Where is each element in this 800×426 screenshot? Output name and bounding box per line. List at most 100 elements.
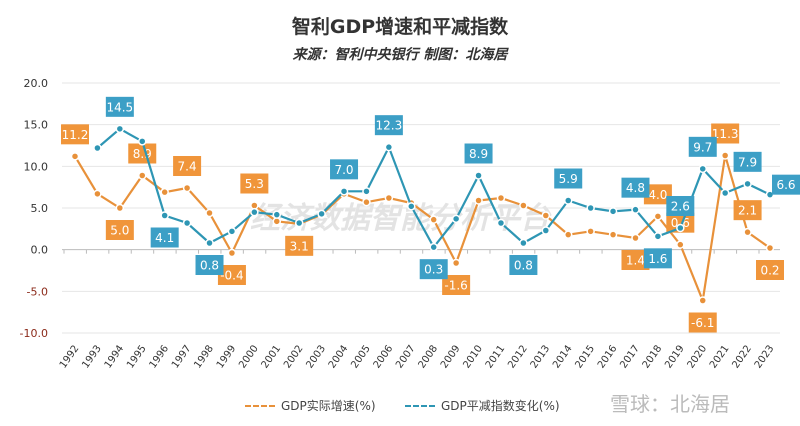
y-tick-label: -5.0 <box>27 285 48 298</box>
data-label: 9.7 <box>693 140 712 154</box>
data-label-box <box>195 255 224 275</box>
data-point <box>563 230 573 239</box>
data-label: 11.3 <box>712 127 739 141</box>
x-tick-label: 2016 <box>596 343 620 370</box>
x-tick-label: 2018 <box>641 343 665 370</box>
x-tick-label: 2009 <box>439 343 463 370</box>
data-point <box>115 124 125 134</box>
y-tick-label: 15.0 <box>24 119 49 132</box>
data-point <box>586 203 595 213</box>
data-label: 1.6 <box>648 252 667 266</box>
x-tick-label: 1992 <box>58 343 82 370</box>
data-point <box>631 205 640 214</box>
data-label: 12.3 <box>376 119 403 133</box>
data-label: 7.9 <box>738 155 757 169</box>
data-label-box <box>61 124 89 145</box>
y-tick-label: 20.0 <box>24 77 49 90</box>
data-label-box <box>666 196 695 216</box>
data-label: 4.8 <box>626 181 645 195</box>
data-label: 7.0 <box>334 163 353 177</box>
data-point <box>182 218 192 228</box>
data-point <box>496 193 506 203</box>
data-point <box>765 243 775 253</box>
brand-watermark: 雪球：北海居 <box>610 392 730 416</box>
data-point <box>250 207 259 217</box>
data-point <box>608 207 618 216</box>
data-label-box <box>643 248 672 269</box>
x-tick-label: 2005 <box>349 343 373 370</box>
data-point <box>205 238 214 248</box>
x-tick-label: 1995 <box>125 343 149 370</box>
x-tick-label: 1999 <box>215 343 239 370</box>
data-point <box>698 164 707 174</box>
data-point <box>541 211 551 220</box>
data-label: -1.6 <box>444 279 467 293</box>
x-tick-label: 2010 <box>461 343 485 370</box>
data-point <box>407 202 416 211</box>
data-point <box>541 226 551 235</box>
data-label: 0.8 <box>200 259 219 273</box>
data-point <box>339 187 349 196</box>
x-tick-label: 2011 <box>484 343 508 370</box>
x-tick-label: 1994 <box>103 343 127 370</box>
x-tick-label: 2013 <box>529 343 553 370</box>
data-label-box <box>285 235 314 256</box>
data-label-box <box>374 115 403 136</box>
chart-subtitle: 来源：智利中央银行 制图：北海居 <box>292 47 508 63</box>
chart-title: 智利GDP增速和平减指数 <box>291 16 509 38</box>
data-point <box>496 218 506 228</box>
y-tick-label: 10.0 <box>24 160 49 173</box>
data-label-box <box>733 151 762 172</box>
x-tick-label: 2004 <box>327 343 351 370</box>
x-tick-label: 2020 <box>686 343 710 370</box>
data-point <box>698 296 707 305</box>
data-point <box>586 227 595 236</box>
legend-label: GDP平减指数变化(%) <box>441 399 560 413</box>
data-point <box>720 151 730 160</box>
legend-item-gdp-growth: GDP实际增速(%) <box>245 397 376 414</box>
data-point <box>451 214 461 224</box>
data-label: 3.1 <box>290 239 309 253</box>
data-label: 5.3 <box>245 177 264 191</box>
data-label-box <box>688 136 717 157</box>
data-label-box <box>621 177 650 198</box>
data-label-box <box>666 212 695 233</box>
data-label-box <box>554 168 583 189</box>
data-label-box <box>150 227 179 248</box>
data-point <box>451 258 461 268</box>
data-label: 11.2 <box>62 128 89 142</box>
x-tick-label: 2007 <box>394 343 418 370</box>
data-point <box>160 211 169 220</box>
x-tick-label: 2014 <box>551 343 575 370</box>
series-line <box>74 155 771 305</box>
data-label-box <box>173 156 202 176</box>
data-label: 4.1 <box>155 231 174 245</box>
data-point <box>743 227 752 237</box>
data-point <box>631 233 640 243</box>
data-point <box>384 193 394 203</box>
data-label: 7.4 <box>178 160 197 174</box>
x-tick-label: 1993 <box>80 343 104 370</box>
watermark-text: 经济数据智能分析平台 <box>250 201 552 236</box>
x-tick-label: 2002 <box>282 343 306 370</box>
data-point <box>720 188 730 198</box>
data-point <box>362 187 371 196</box>
data-point <box>519 201 528 210</box>
data-label-box <box>464 143 493 164</box>
data-point <box>205 208 214 218</box>
data-point <box>653 212 663 221</box>
data-label-box <box>688 312 717 333</box>
legend-item-deflator: GDP平减指数变化(%) <box>405 397 560 414</box>
x-tick-label: 1996 <box>148 343 172 370</box>
data-label: 0.3 <box>424 263 443 277</box>
data-label-box <box>442 275 471 295</box>
data-label: 14.5 <box>106 100 133 114</box>
data-point <box>115 203 125 213</box>
x-tick-label: 2012 <box>506 343 530 370</box>
data-label: 2.6 <box>671 200 690 214</box>
data-label: 5.0 <box>110 224 129 238</box>
y-tick-label: -10.0 <box>20 327 48 340</box>
data-point <box>294 218 304 228</box>
data-label-box <box>330 159 359 180</box>
